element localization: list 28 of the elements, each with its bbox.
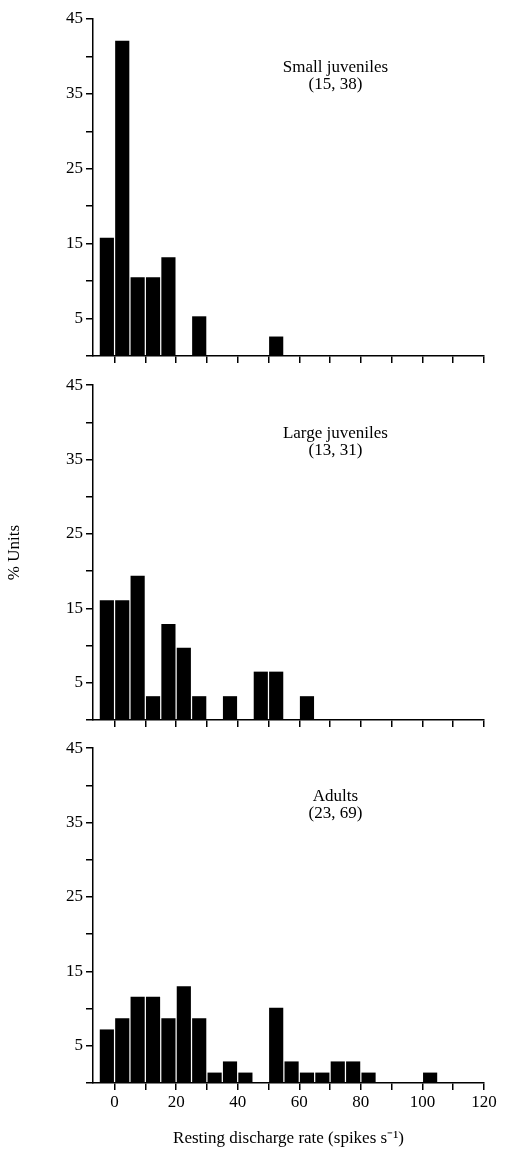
y-tick-label: 25 [66, 158, 83, 178]
y-tick-label: 15 [66, 233, 83, 253]
annotation: Adults [312, 786, 359, 806]
x-tick-label: 40 [229, 1091, 247, 1111]
annotation: Large juveniles [282, 423, 388, 443]
x-tick-label: 0 [110, 1091, 119, 1111]
x-tick-label: 80 [352, 1091, 370, 1111]
y-tick-label: 15 [66, 960, 83, 980]
y-tick-label: 45 [66, 374, 83, 394]
y-tick-label: 45 [66, 737, 83, 757]
y-tick-label: 45 [66, 8, 83, 28]
y-tick-label: 5 [74, 672, 83, 692]
y-tick-label: 35 [66, 449, 83, 469]
y-axis-title: % Units [3, 524, 23, 581]
y-tick-label: 35 [66, 83, 83, 103]
annotation: Small juveniles [282, 56, 389, 76]
x-tick-label: 100 [409, 1091, 436, 1111]
x-tick-label: 20 [167, 1091, 185, 1111]
y-tick-label: 5 [74, 308, 83, 328]
x-tick-label: 120 [471, 1091, 497, 1111]
x-tick-label: 60 [290, 1091, 308, 1111]
annotation: (23, 69) [308, 803, 363, 823]
x-axis-title: Resting discharge rate (spikes s⁻¹) [173, 1128, 404, 1148]
y-tick-label: 15 [66, 597, 83, 617]
y-tick-label: 25 [66, 523, 83, 543]
y-tick-label: 5 [74, 1035, 83, 1055]
y-tick-label: 35 [66, 812, 83, 832]
y-tick-label: 25 [66, 886, 83, 906]
